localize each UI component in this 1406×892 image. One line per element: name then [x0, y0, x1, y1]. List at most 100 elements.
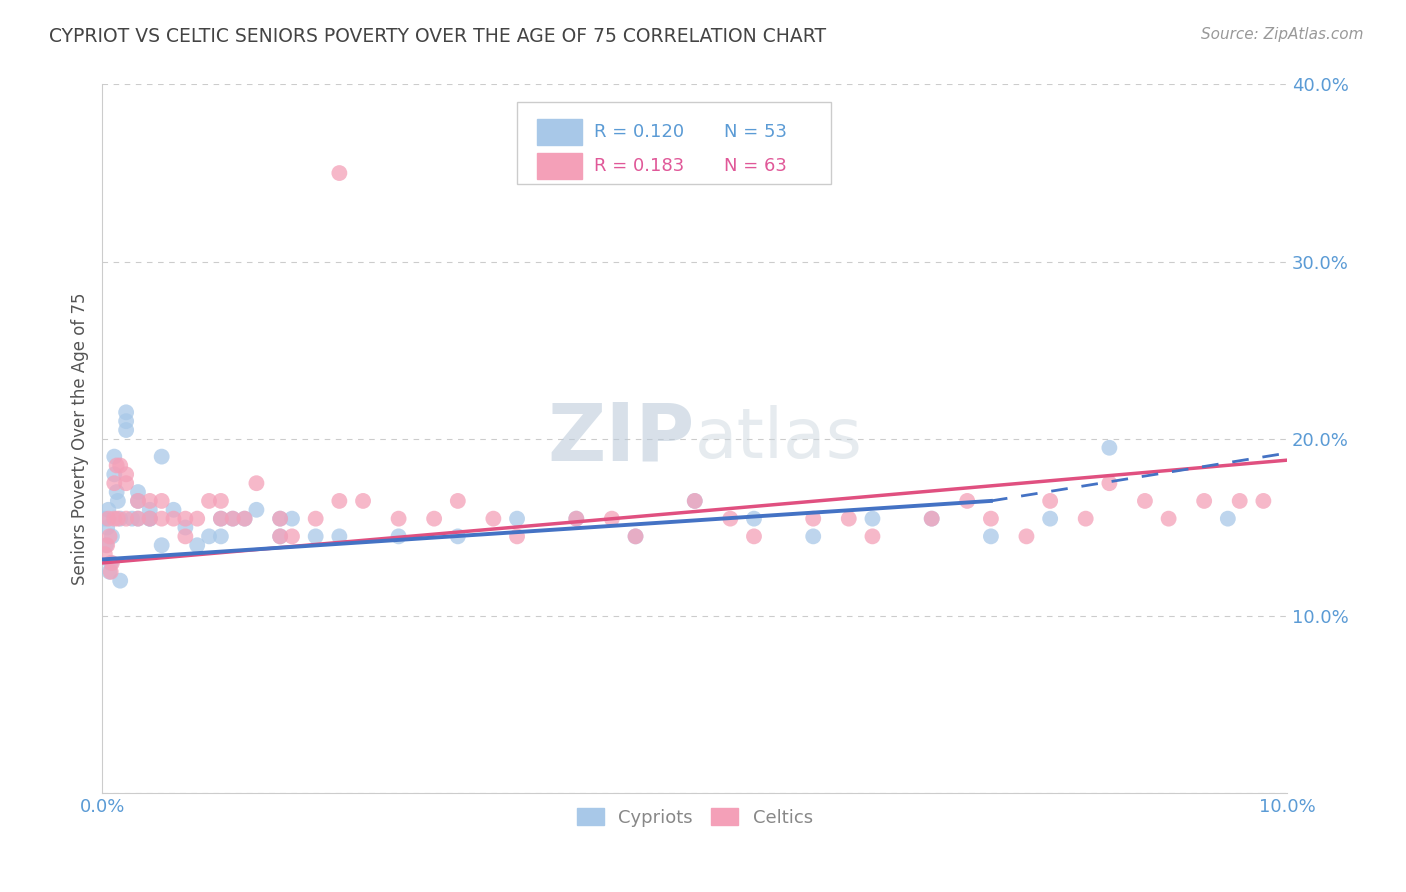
Point — [107, 511, 129, 525]
Point — [1098, 476, 1121, 491]
Point — [100, 556, 122, 570]
Point — [1157, 511, 1180, 525]
Point — [281, 511, 304, 525]
Point — [269, 511, 291, 525]
Text: CYPRIOT VS CELTIC SENIORS POVERTY OVER THE AGE OF 75 CORRELATION CHART: CYPRIOT VS CELTIC SENIORS POVERTY OVER T… — [49, 27, 827, 45]
Point — [1192, 494, 1215, 508]
Text: ZIP: ZIP — [547, 400, 695, 478]
Point — [139, 503, 162, 517]
Text: N = 53: N = 53 — [724, 123, 787, 141]
Text: atlas: atlas — [695, 405, 863, 473]
Text: Source: ZipAtlas.com: Source: ZipAtlas.com — [1201, 27, 1364, 42]
Point — [150, 511, 173, 525]
Point — [862, 511, 884, 525]
Point — [94, 547, 117, 561]
Point — [127, 511, 149, 525]
Point — [718, 511, 741, 525]
Point — [387, 529, 409, 543]
Point — [742, 529, 765, 543]
Point — [328, 529, 350, 543]
Point — [683, 494, 706, 508]
Y-axis label: Seniors Poverty Over the Age of 75: Seniors Poverty Over the Age of 75 — [72, 293, 89, 585]
Point — [198, 529, 221, 543]
Point — [209, 529, 232, 543]
Point — [600, 511, 623, 525]
Point — [198, 494, 221, 508]
Point — [96, 520, 118, 534]
Point — [174, 520, 197, 534]
Point — [108, 458, 131, 473]
Bar — [537, 153, 582, 178]
Legend: Cypriots, Celtics: Cypriots, Celtics — [569, 801, 820, 834]
Point — [222, 511, 245, 525]
Point — [162, 503, 184, 517]
Point — [624, 529, 647, 543]
Point — [101, 556, 124, 570]
Point — [305, 511, 328, 525]
Point — [956, 494, 979, 508]
Point — [98, 565, 121, 579]
Point — [233, 511, 256, 525]
Point — [269, 511, 291, 525]
Point — [801, 529, 824, 543]
Point — [482, 511, 505, 525]
Point — [108, 511, 131, 525]
Point — [127, 494, 149, 508]
Point — [506, 511, 529, 525]
Point — [245, 503, 267, 517]
Point — [209, 511, 232, 525]
Point — [103, 450, 125, 464]
Point — [209, 511, 232, 525]
Point — [269, 529, 291, 543]
Point — [1253, 494, 1275, 508]
Point — [281, 529, 304, 543]
Point — [139, 511, 162, 525]
Point — [96, 538, 118, 552]
Point — [565, 511, 588, 525]
Point — [328, 166, 350, 180]
Point — [139, 494, 162, 508]
Point — [862, 529, 884, 543]
Point — [162, 511, 184, 525]
Point — [115, 414, 138, 428]
Point — [624, 529, 647, 543]
Point — [423, 511, 446, 525]
Point — [127, 511, 149, 525]
Point — [139, 511, 162, 525]
Text: R = 0.120: R = 0.120 — [595, 123, 685, 141]
Point — [103, 511, 125, 525]
Point — [139, 511, 162, 525]
Point — [94, 538, 117, 552]
Point — [127, 485, 149, 500]
Point — [186, 538, 208, 552]
Point — [352, 494, 374, 508]
Point — [222, 511, 245, 525]
Point — [506, 529, 529, 543]
Point — [921, 511, 943, 525]
Point — [105, 458, 128, 473]
Point — [174, 529, 197, 543]
Point — [115, 405, 138, 419]
Point — [1074, 511, 1097, 525]
Point — [115, 476, 138, 491]
Point — [1039, 494, 1062, 508]
Point — [1229, 494, 1251, 508]
Point — [101, 529, 124, 543]
Point — [97, 503, 120, 517]
Bar — [537, 120, 582, 145]
Point — [150, 538, 173, 552]
FancyBboxPatch shape — [517, 103, 831, 184]
Point — [838, 511, 860, 525]
Point — [150, 494, 173, 508]
Point — [98, 529, 121, 543]
Point — [742, 511, 765, 525]
Point — [1216, 511, 1239, 525]
Point — [108, 574, 131, 588]
Point — [305, 529, 328, 543]
Point — [127, 494, 149, 508]
Point — [801, 511, 824, 525]
Point — [233, 511, 256, 525]
Point — [174, 511, 197, 525]
Point — [245, 476, 267, 491]
Text: R = 0.183: R = 0.183 — [595, 157, 685, 175]
